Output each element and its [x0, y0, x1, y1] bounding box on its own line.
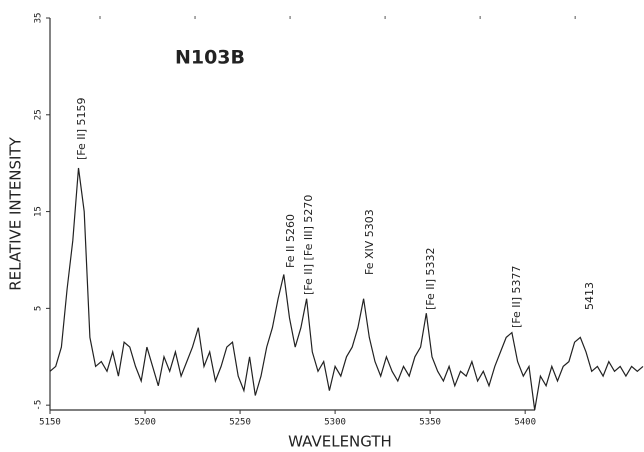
x-tick-label: 5250 — [229, 418, 251, 428]
y-tick-label: 25 — [34, 109, 44, 120]
line-annotation: 5413 — [583, 282, 596, 310]
x-axis-label: WAVELENGTH — [288, 433, 392, 451]
x-tick-label: 5400 — [514, 418, 536, 428]
y-tick-label: 35 — [34, 13, 44, 24]
spectrum-line — [49, 167, 644, 411]
line-annotation: [Fe II] 5159 — [75, 97, 88, 160]
x-tick-label: 5300 — [324, 418, 346, 428]
x-tick-label: 5150 — [39, 418, 61, 428]
line-annotation: [Fe II] 5377 — [510, 265, 523, 328]
line-annotation: Fe II 5260 — [284, 214, 297, 268]
y-axis-label: RELATIVE INTENSITY — [7, 136, 25, 290]
y-tick-label: -5 — [34, 400, 44, 411]
line-annotation: Fe XIV 5303 — [363, 209, 376, 275]
y-tick-label: 5 — [34, 306, 44, 311]
x-tick-label: 5350 — [419, 418, 441, 428]
line-annotation: [Fe II] [Fe III] 5270 — [302, 195, 315, 295]
chart-title: N103B — [175, 47, 245, 69]
x-tick-label: 5200 — [134, 418, 156, 428]
y-tick-label: 15 — [34, 206, 44, 217]
line-annotation: [Fe II] 5332 — [424, 247, 437, 310]
